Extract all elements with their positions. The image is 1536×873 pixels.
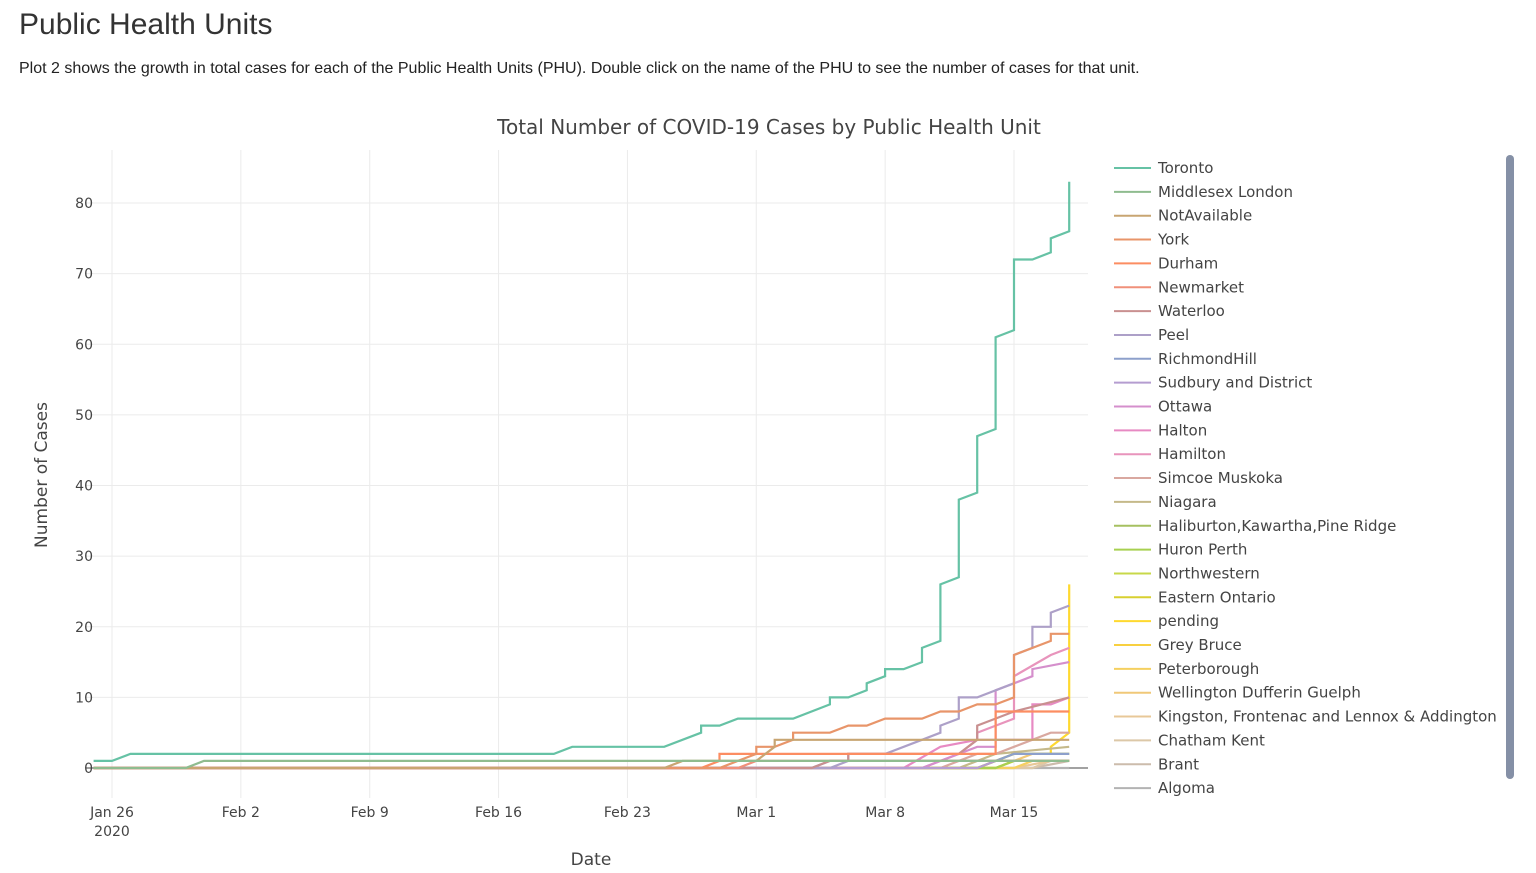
y-axis-label: Number of Cases (32, 402, 52, 548)
legend-label: Newmarket (1158, 278, 1244, 296)
legend-item[interactable]: Chatham Kent (1114, 731, 1265, 749)
y-tick-label: 80 (75, 196, 93, 212)
y-tick-label: 0 (84, 761, 93, 777)
series-line-hamilton[interactable] (93, 646, 1070, 770)
legend[interactable]: Toronto Middlesex London NotAvailable York D… (1114, 159, 1497, 797)
x-tick-label: Feb 16 (475, 805, 522, 821)
covid-cases-chart: Jan 26 2020 Feb 2 Feb 9 Feb 16 Feb 23 Mar 1 Mar… (32, 115, 1497, 870)
chart-title: Total Number of COVID-19 Cases by Public… (496, 115, 1041, 139)
x-tick-label: Feb 2 (222, 805, 260, 821)
y-tick-label: 40 (75, 479, 93, 495)
legend-item[interactable]: Ottawa (1114, 398, 1212, 416)
legend-item[interactable]: RichmondHill (1114, 350, 1257, 368)
legend-item[interactable]: Eastern Ontario (1114, 588, 1276, 606)
legend-label: Wellington Dufferin Guelph (1158, 684, 1361, 702)
x-tick-label: Mar 1 (736, 805, 776, 821)
x-axis-ticks: Jan 26 2020 Feb 2 Feb 9 Feb 16 Feb 23 Mar 1 Mar… (89, 805, 1038, 840)
legend-label: pending (1158, 612, 1219, 630)
series-line-toronto[interactable] (93, 181, 1071, 762)
legend-item[interactable]: Haliburton,Kawartha,Pine Ridge (1114, 517, 1396, 535)
legend-item[interactable]: Simcoe Muskoka (1114, 469, 1283, 487)
legend-item[interactable]: Huron Perth (1114, 541, 1247, 559)
series-lines (93, 181, 1071, 770)
legend-label: Eastern Ontario (1158, 588, 1276, 606)
page-title: Public Health Units (19, 8, 273, 41)
legend-item[interactable]: Middlesex London (1114, 183, 1293, 201)
legend-item[interactable]: Grey Bruce (1114, 636, 1242, 654)
y-tick-label: 60 (75, 337, 93, 353)
page-description: Plot 2 shows the growth in total cases f… (19, 60, 1140, 77)
legend-label: Brant (1158, 755, 1199, 773)
legend-label: Ottawa (1158, 398, 1212, 416)
legend-item[interactable]: Peterborough (1114, 660, 1259, 678)
series-line-simcoe-muskoka[interactable] (93, 731, 1070, 770)
legend-label: Grey Bruce (1158, 636, 1242, 654)
series-line-halton[interactable] (93, 696, 1070, 770)
series-line-ottawa[interactable] (93, 661, 1070, 770)
legend-item[interactable]: Durham (1114, 254, 1218, 272)
legend-item[interactable]: Algoma (1114, 779, 1215, 797)
y-tick-label: 50 (75, 408, 93, 424)
legend-item[interactable]: Kingston, Frontenac and Lennox & Addingt… (1114, 708, 1497, 726)
x-tick-label: Feb 23 (604, 805, 651, 821)
legend-item[interactable]: York (1114, 231, 1190, 249)
legend-label: Simcoe Muskoka (1158, 469, 1283, 487)
legend-label: Middlesex London (1158, 183, 1293, 201)
y-tick-label: 10 (75, 690, 93, 706)
legend-label: Toronto (1157, 159, 1213, 177)
legend-label: Algoma (1158, 779, 1215, 797)
legend-label: Sudbury and District (1158, 374, 1312, 392)
legend-label: Niagara (1158, 493, 1217, 511)
grid-lines (86, 150, 1088, 798)
x-axis-label: Date (571, 850, 612, 868)
y-tick-label: 70 (75, 267, 93, 283)
x-tick-label: Jan 26 (89, 805, 134, 821)
legend-label: Haliburton,Kawartha,Pine Ridge (1158, 517, 1396, 535)
legend-label: RichmondHill (1158, 350, 1257, 368)
chart-container: Jan 26 2020 Feb 2 Feb 9 Feb 16 Feb 23 Mar 1 Mar… (0, 100, 1536, 870)
legend-label: Hamilton (1158, 445, 1226, 463)
legend-label: York (1157, 231, 1190, 249)
x-tick-sublabel: 2020 (94, 824, 130, 840)
legend-item[interactable]: Sudbury and District (1114, 374, 1312, 392)
legend-item[interactable]: Brant (1114, 755, 1199, 773)
y-tick-label: 30 (75, 549, 93, 565)
legend-item[interactable]: Hamilton (1114, 445, 1226, 463)
legend-item[interactable]: Halton (1114, 421, 1207, 439)
x-tick-label: Feb 9 (351, 805, 389, 821)
series-line-peel[interactable] (93, 604, 1070, 770)
y-axis-ticks: 0 10 20 30 40 50 60 70 80 (75, 196, 93, 777)
legend-item[interactable]: Peel (1114, 326, 1189, 344)
legend-label: Chatham Kent (1158, 731, 1265, 749)
legend-label: NotAvailable (1158, 207, 1252, 225)
x-tick-label: Mar 15 (990, 805, 1039, 821)
legend-label: Durham (1158, 254, 1218, 272)
legend-item[interactable]: Niagara (1114, 493, 1217, 511)
legend-label: Northwestern (1158, 564, 1260, 582)
legend-item[interactable]: Newmarket (1114, 278, 1244, 296)
series-line-york[interactable] (93, 632, 1070, 770)
legend-label: Waterloo (1158, 302, 1225, 320)
legend-item[interactable]: Toronto (1114, 159, 1213, 177)
legend-scrollbar[interactable] (1506, 155, 1514, 779)
legend-item[interactable]: Waterloo (1114, 302, 1225, 320)
legend-item[interactable]: Northwestern (1114, 564, 1260, 582)
x-tick-label: Mar 8 (865, 805, 905, 821)
legend-item[interactable]: NotAvailable (1114, 207, 1252, 225)
series-line-middlesex-london[interactable] (93, 759, 1070, 770)
legend-item[interactable]: Wellington Dufferin Guelph (1114, 684, 1361, 702)
legend-label: Huron Perth (1158, 541, 1247, 559)
legend-label: Peterborough (1158, 660, 1259, 678)
legend-label: Kingston, Frontenac and Lennox & Addingt… (1158, 708, 1497, 726)
legend-label: Halton (1158, 421, 1207, 439)
legend-label: Peel (1158, 326, 1189, 344)
y-tick-label: 20 (75, 620, 93, 636)
legend-item[interactable]: pending (1114, 612, 1219, 630)
